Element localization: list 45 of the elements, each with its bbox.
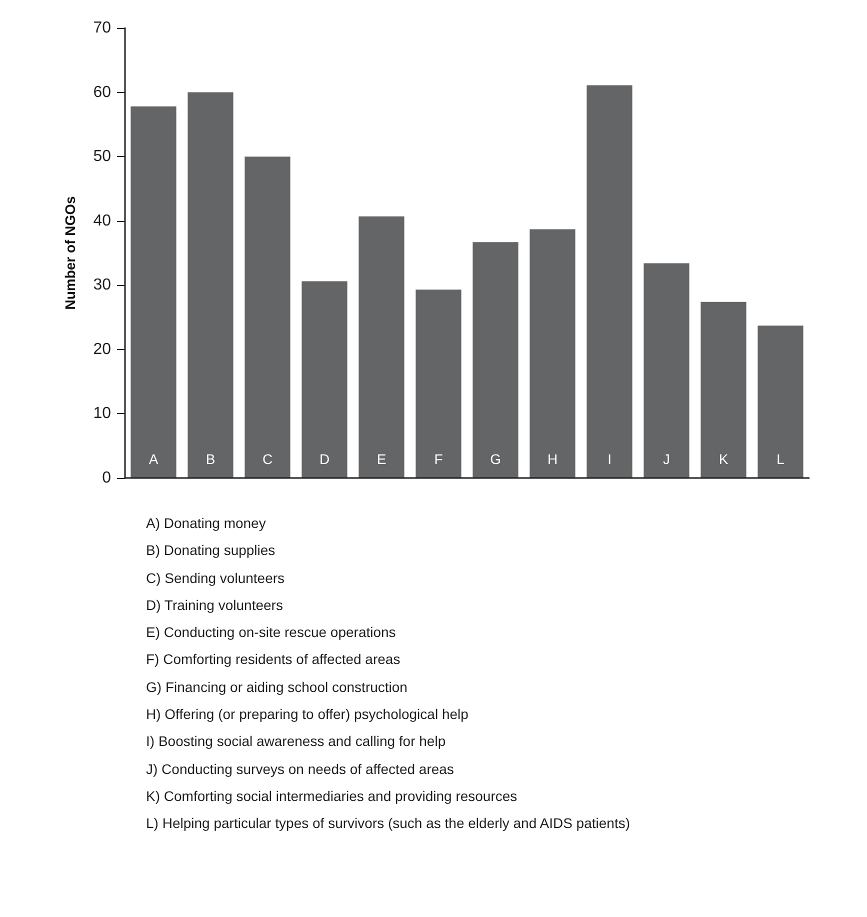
y-tick-label: 10 xyxy=(93,405,112,422)
text: B) Donating supplies xyxy=(146,541,276,560)
bar xyxy=(302,281,348,478)
x-tick-label: F xyxy=(434,451,443,467)
x-tick-label: L xyxy=(776,451,785,467)
text: K) Comforting social intermediaries and providing resources xyxy=(146,786,518,806)
x-tick-label: E xyxy=(376,451,386,467)
y-tick-label: 60 xyxy=(93,84,112,101)
y-tick-label: 40 xyxy=(93,212,112,230)
y-tick-label: 50 xyxy=(93,148,112,166)
x-tick-label: K xyxy=(718,451,729,467)
bar xyxy=(130,106,176,478)
bar xyxy=(586,85,632,478)
y-tick-label: 20 xyxy=(93,340,112,358)
text: G) Financing or aiding school construction xyxy=(146,678,408,697)
x-tick-label: G xyxy=(490,451,501,467)
y-tick-label: 70 xyxy=(93,20,112,36)
bar xyxy=(416,290,462,478)
x-tick-label: J xyxy=(663,451,670,467)
text: I) Boosting social awareness and calling for help xyxy=(146,732,447,752)
text: J) Conducting surveys on needs of affected areas xyxy=(146,760,455,779)
bar xyxy=(700,302,746,478)
x-tick-label: A xyxy=(148,451,159,467)
y-tick-label: 0 xyxy=(102,470,112,486)
text: F) Comforting residents of affected areas xyxy=(146,650,402,670)
text: H) Offering (or preparing to offer) psychological help xyxy=(146,705,470,724)
bar xyxy=(472,242,518,478)
text: E) Conducting on-site rescue operations xyxy=(146,623,397,642)
text: C) Sending volunteers xyxy=(146,568,286,588)
bar xyxy=(758,326,804,478)
x-tick-label: B xyxy=(206,451,216,467)
x-tick-label: I xyxy=(608,451,612,467)
bar xyxy=(358,216,404,478)
bar xyxy=(244,156,290,478)
text: L) Helping particular types of survivors (such as the elderly and AIDS patients) xyxy=(146,814,630,834)
text: D) Training volunteers xyxy=(146,596,284,615)
bar xyxy=(644,263,690,478)
y-axis-title: Number of NGOs xyxy=(62,196,78,310)
text: A) Donating money xyxy=(146,514,267,533)
y-tick-label: 30 xyxy=(93,276,112,294)
bar xyxy=(530,229,576,478)
x-tick-label: H xyxy=(547,451,558,467)
bar xyxy=(188,92,234,478)
x-tick-label: C xyxy=(262,451,273,467)
x-tick-label: D xyxy=(319,451,330,467)
